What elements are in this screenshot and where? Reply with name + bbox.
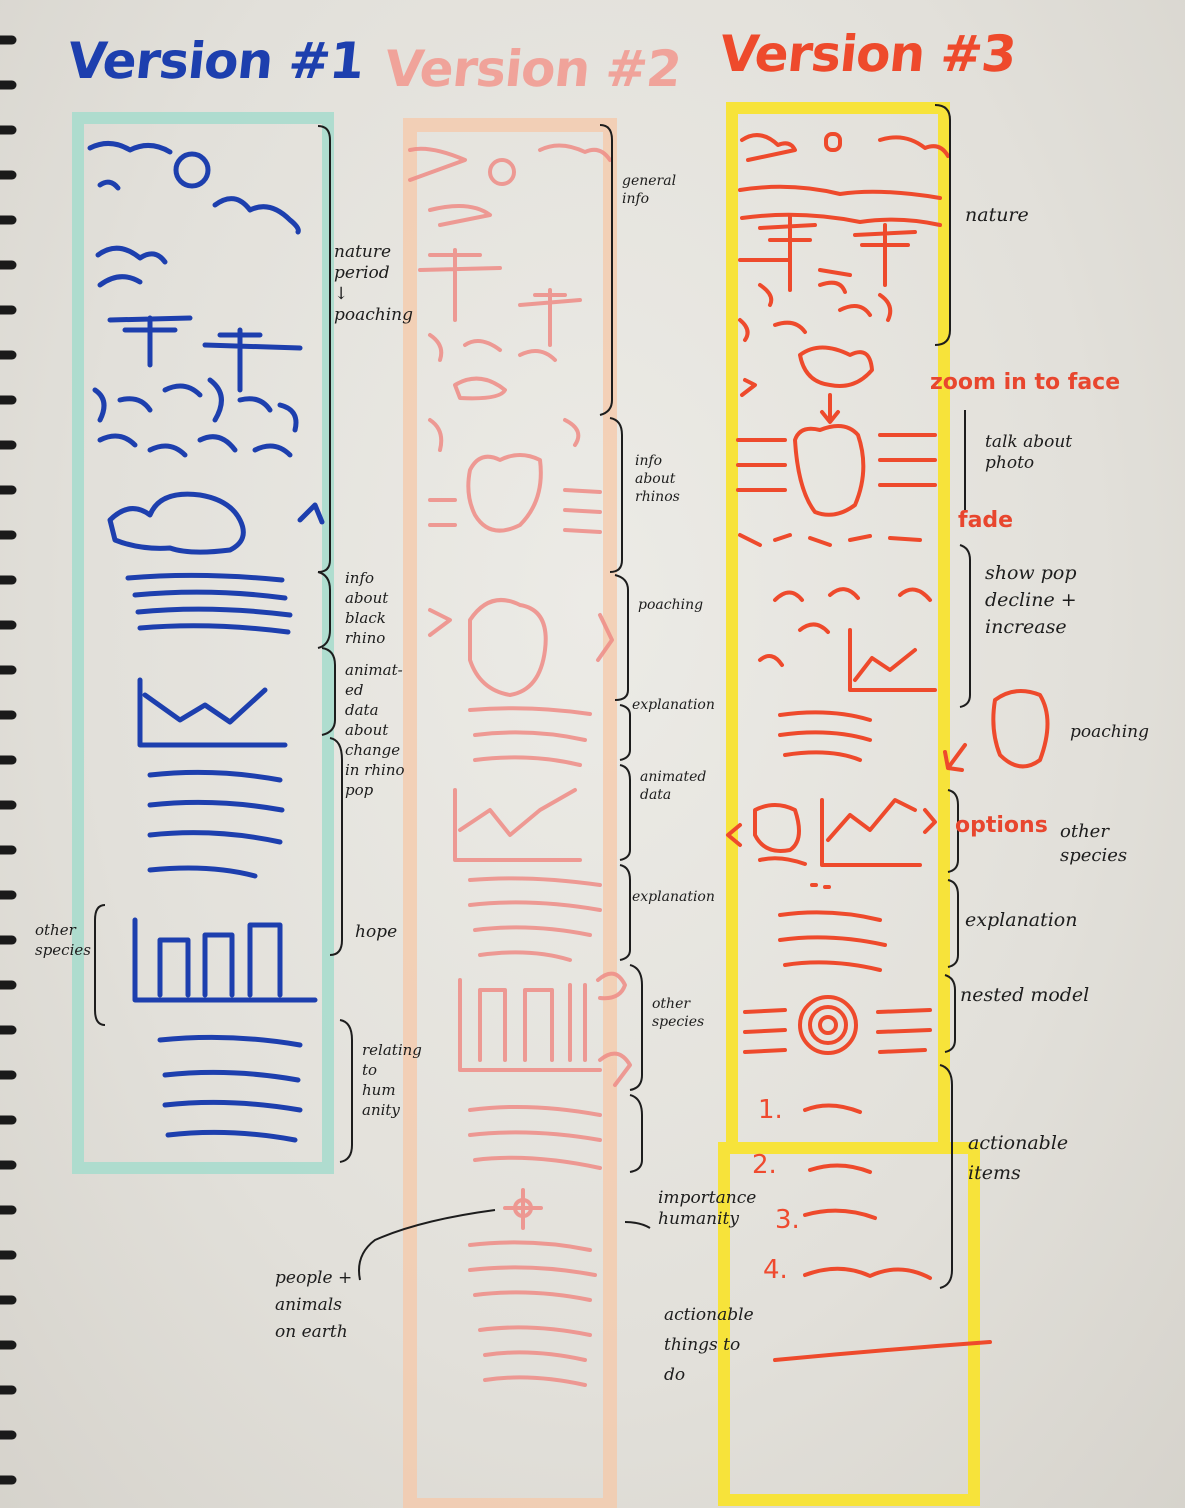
v2-note-general-info: general info (622, 173, 677, 207)
v3-note-talk-photo: talk about photo (985, 432, 1073, 473)
v1-note-animated-data: animat- ed data about change in rhino po… (345, 661, 405, 799)
version-2-brackets (358, 124, 651, 1281)
v3-list-number-2: 2. (752, 1150, 777, 1180)
version-3-brackets (934, 104, 971, 1289)
v3-note-show-pop: show pop decline + increase (985, 562, 1077, 638)
version-1-title: Version #1 (64, 32, 367, 90)
v2-note-explanation-1: explanation (632, 697, 715, 713)
v3-note-nature: nature (965, 204, 1029, 226)
v3-note-nested-model: nested model (960, 984, 1090, 1006)
version-2-sketch (408, 143, 632, 1387)
v3-note-poaching: poaching (1070, 722, 1149, 742)
v3-note-zoom: zoom in to face (930, 370, 1121, 395)
version-1-brackets (94, 125, 353, 1163)
version-2-title: Version #2 (381, 40, 684, 98)
v2-note-info-rhinos: info about rhinos (635, 453, 680, 505)
v2-note-poaching: poaching (638, 597, 704, 613)
v3-note-other-species: other species (1060, 821, 1128, 866)
version-3-sketch (726, 132, 1050, 1362)
v3-list-number-1: 1. (758, 1095, 783, 1125)
v2-note-importance: importance humanity (658, 1188, 757, 1229)
v3-note-explanation: explanation (965, 909, 1078, 931)
version-3-frame (718, 102, 980, 1506)
v2-note-people: people + animals on earth (275, 1268, 353, 1342)
version-2-frame (403, 118, 617, 1508)
version-3-title: Version #3 (716, 25, 1019, 83)
v3-list-number-3: 3. (775, 1205, 800, 1235)
spiral-binding (0, 35, 17, 1485)
version-1-sketch (87, 141, 325, 1143)
v1-note-other-species: other species (35, 921, 91, 959)
version-1-frame (72, 112, 334, 1174)
v1-note-relating: relating to hum anity (362, 1041, 422, 1119)
v3-list-number-4: 4. (763, 1255, 788, 1285)
v1-note-nature-poaching: nature period ↓ poaching (334, 242, 413, 325)
v2-note-actionable: actionable things to do (664, 1305, 754, 1385)
v2-note-explanation-2: explanation (632, 889, 715, 905)
v3-note-actionable-items: actionable items (968, 1132, 1069, 1184)
v2-note-other-species: other species (652, 996, 705, 1030)
v2-note-animated-data: animated data (640, 769, 707, 803)
v1-note-info-rhino: info about black rhino (345, 569, 389, 647)
v3-note-fade: fade (958, 508, 1014, 533)
v1-note-hope: hope (355, 922, 398, 942)
v3-note-options: options (955, 813, 1048, 838)
